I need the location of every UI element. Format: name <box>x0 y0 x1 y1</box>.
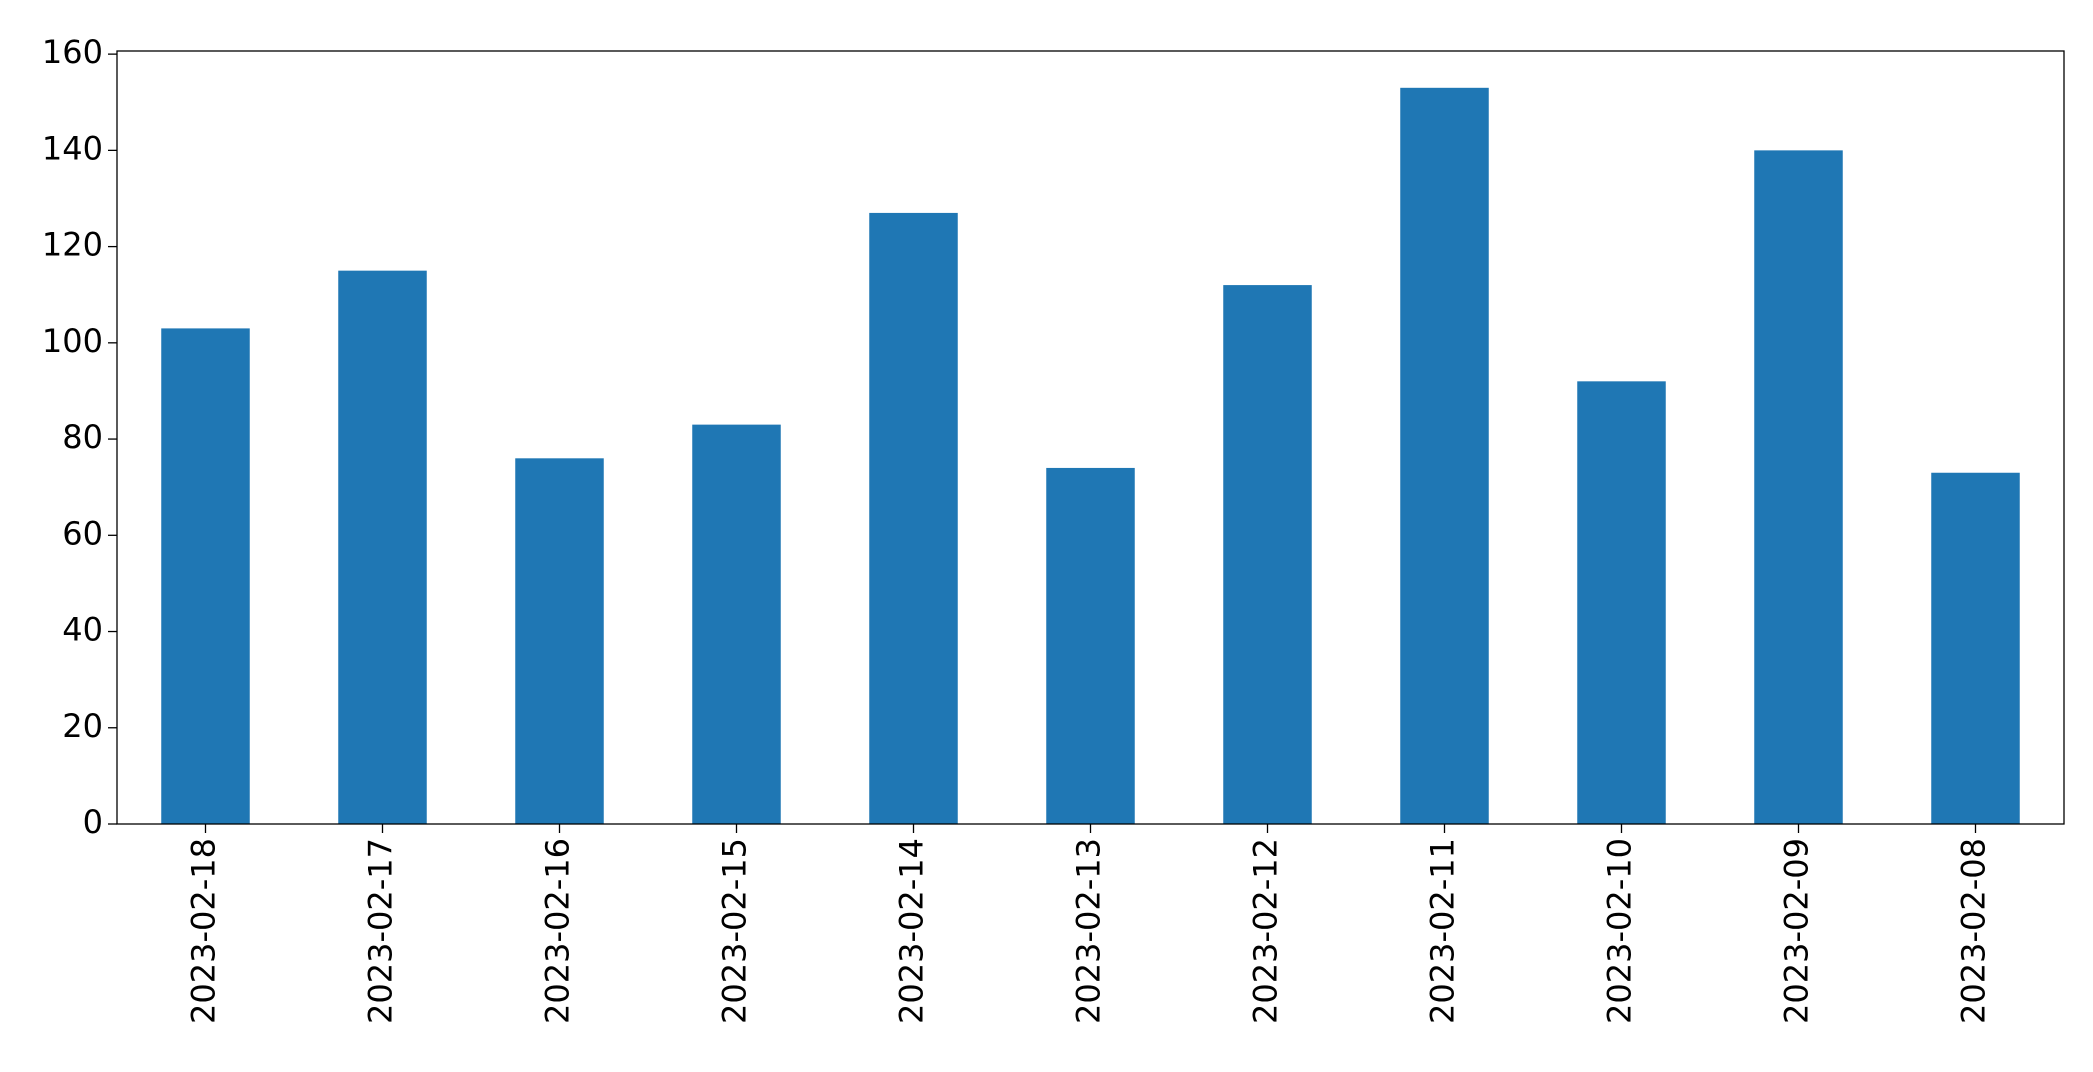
bar <box>1577 381 1666 824</box>
x-tick-label: 2023-02-16 <box>539 838 577 1024</box>
y-tick-label: 0 <box>83 803 103 841</box>
x-tick-label: 2023-02-15 <box>716 838 754 1024</box>
plot-frame <box>116 50 2065 825</box>
y-tick-label: 120 <box>42 226 103 264</box>
bar <box>692 424 781 824</box>
y-tick-label: 20 <box>62 707 103 745</box>
y-tick-label: 140 <box>42 129 103 167</box>
bar <box>161 328 250 824</box>
x-tick-label: 2023-02-11 <box>1424 838 1462 1024</box>
y-tick-label: 40 <box>62 611 103 649</box>
bar <box>869 212 958 824</box>
x-tick-label: 2023-02-17 <box>362 838 400 1024</box>
bar <box>515 458 604 824</box>
bar <box>1931 472 2020 824</box>
x-tick-label: 2023-02-13 <box>1070 838 1108 1024</box>
bar <box>1754 150 1843 825</box>
y-tick-label: 60 <box>62 514 103 552</box>
bar <box>1046 467 1135 824</box>
y-tick-label: 80 <box>62 418 103 456</box>
bar <box>338 270 427 825</box>
x-tick-label: 2023-02-08 <box>1955 838 1993 1024</box>
bar <box>1223 285 1312 824</box>
x-tick-label: 2023-02-14 <box>893 838 931 1024</box>
bar <box>1400 87 1489 825</box>
x-tick-label: 2023-02-10 <box>1601 838 1639 1024</box>
x-tick-label: 2023-02-18 <box>185 838 223 1024</box>
y-tick-label: 160 <box>42 33 103 71</box>
x-tick-label: 2023-02-12 <box>1247 838 1285 1024</box>
y-tick-label: 100 <box>42 322 103 360</box>
x-tick-label: 2023-02-09 <box>1778 838 1816 1024</box>
